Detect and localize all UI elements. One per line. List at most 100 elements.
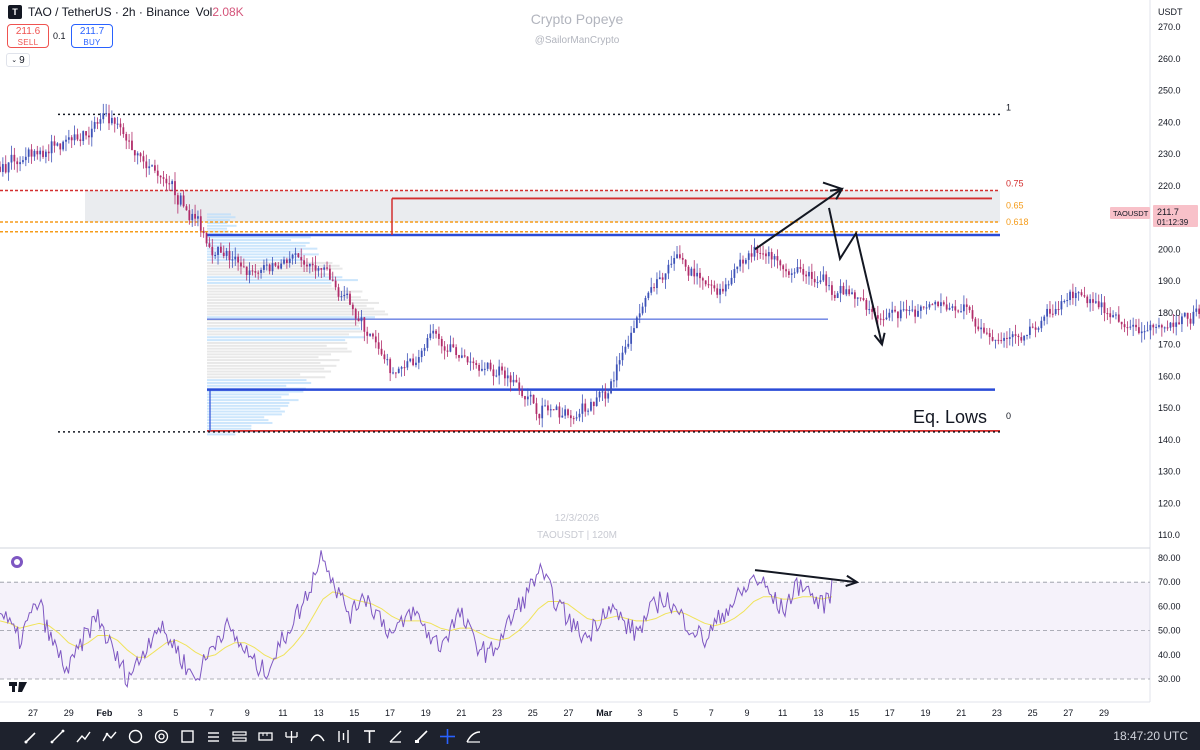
utc-clock[interactable]: 18:47:20 UTC [1113, 729, 1188, 743]
candle-body [248, 270, 251, 276]
time-axis-label: Feb [96, 708, 113, 718]
candle-body [1017, 335, 1020, 338]
candle-body [544, 405, 546, 407]
text-icon[interactable] [358, 725, 380, 747]
time-axis-label: 5 [173, 708, 178, 718]
candle-body [222, 252, 225, 256]
candle-body [156, 170, 159, 176]
candle-body [174, 181, 176, 196]
candle-body [819, 280, 822, 283]
volume-profile-bar [207, 339, 346, 342]
price-tag-countdown: 01:12:39 [1157, 218, 1189, 227]
volume-profile-bar [207, 273, 334, 276]
brush-icon[interactable] [410, 725, 432, 747]
volume-profile-bar [207, 256, 303, 259]
eq-lows-label[interactable]: Eq. Lows [913, 407, 987, 427]
candle-body [765, 253, 767, 257]
volume-profile-bar [207, 321, 361, 324]
crosshair-icon[interactable] [436, 725, 458, 747]
candle-body [392, 372, 394, 374]
fib-label: 0.618 [1006, 217, 1029, 227]
candle-body [951, 306, 954, 308]
price-axis-label: 260.0 [1158, 54, 1181, 64]
candle-body [704, 280, 707, 285]
price-axis-label: 180.0 [1158, 308, 1181, 318]
trend-arrow-line [754, 188, 843, 251]
price-axis-label: 250.0 [1158, 86, 1181, 96]
chart-canvas[interactable]: Crypto Popeye @SailorManCrypto 12/3/2026… [0, 0, 1200, 722]
candle-body [486, 362, 489, 369]
settings-list-icon[interactable] [202, 725, 224, 747]
candle-body [1126, 327, 1129, 329]
candle-body [208, 243, 211, 247]
candle-body [524, 396, 526, 400]
candle-body [1094, 301, 1097, 303]
time-axis-label: 15 [349, 708, 359, 718]
volume-profile-bar [207, 324, 360, 327]
candle-body [280, 263, 283, 269]
candle-body [133, 150, 136, 156]
currency-label[interactable]: USDT [1158, 7, 1183, 17]
candle-body [7, 162, 10, 173]
symbol-title[interactable]: TAO / TetherUS · 2h · Binance [28, 5, 190, 19]
volume-profile-bar [207, 330, 363, 333]
candle-body [733, 269, 736, 278]
candle-body [1115, 314, 1117, 316]
candle-body [1166, 327, 1169, 329]
volume-profile-bar [207, 353, 332, 356]
sell-button[interactable]: 211.6 SELL [7, 24, 49, 48]
ruler-icon[interactable] [254, 725, 276, 747]
tradingview-logo-icon[interactable] [9, 682, 27, 692]
candle-body [676, 254, 678, 259]
pitchfork-icon[interactable] [280, 725, 302, 747]
candle-body [845, 289, 848, 295]
candle-body [33, 150, 36, 157]
candle-body [891, 309, 894, 313]
volume-profile-bar [207, 370, 332, 373]
candle-body [813, 278, 816, 283]
candle-body [346, 293, 349, 295]
trendline-icon[interactable] [46, 725, 68, 747]
candle-body [96, 122, 99, 124]
rectangle-icon[interactable] [176, 725, 198, 747]
path-icon[interactable] [98, 725, 120, 747]
time-axis-label: 11 [778, 708, 787, 718]
candle-body [934, 301, 937, 305]
candle-body [466, 356, 469, 363]
watermark-date: 12/3/2026 [555, 513, 600, 524]
cursor-icon[interactable] [20, 725, 42, 747]
candle-body [1003, 337, 1005, 341]
candle-body [217, 246, 219, 256]
volume-profile-bar [207, 333, 349, 336]
candle-body [251, 270, 254, 272]
bars-pattern-icon[interactable] [332, 725, 354, 747]
circle-icon[interactable] [124, 725, 146, 747]
fib-icon[interactable] [462, 725, 484, 747]
ray-icon[interactable] [72, 725, 94, 747]
target-icon[interactable] [150, 725, 172, 747]
candle-body [110, 117, 113, 124]
list-icon[interactable] [228, 725, 250, 747]
symbol-header[interactable]: T TAO / TetherUS · 2h · Binance Vol2.08K [8, 5, 244, 19]
time-axis-label: 25 [528, 708, 538, 718]
price-axis-label: 240.0 [1158, 117, 1181, 127]
indicators-toggle[interactable]: ⌄ 9 [6, 53, 30, 67]
measure-icon[interactable] [384, 725, 406, 747]
candle-body [16, 161, 19, 165]
time-axis-label: 27 [563, 708, 573, 718]
curve-icon[interactable] [306, 725, 328, 747]
candle-body [673, 258, 676, 264]
candle-body [722, 288, 724, 292]
time-axis-label: 7 [209, 708, 214, 718]
candle-body [294, 253, 297, 255]
rsi-settings-icon[interactable] [11, 556, 23, 568]
buy-button[interactable]: 211.7 BUY [71, 24, 113, 48]
candle-body [93, 122, 96, 129]
candle-body [968, 306, 971, 311]
candle-body [518, 382, 521, 391]
candle-body [799, 267, 802, 269]
candle-body [960, 311, 962, 313]
candle-body [808, 271, 810, 277]
candle-body [1060, 301, 1063, 310]
